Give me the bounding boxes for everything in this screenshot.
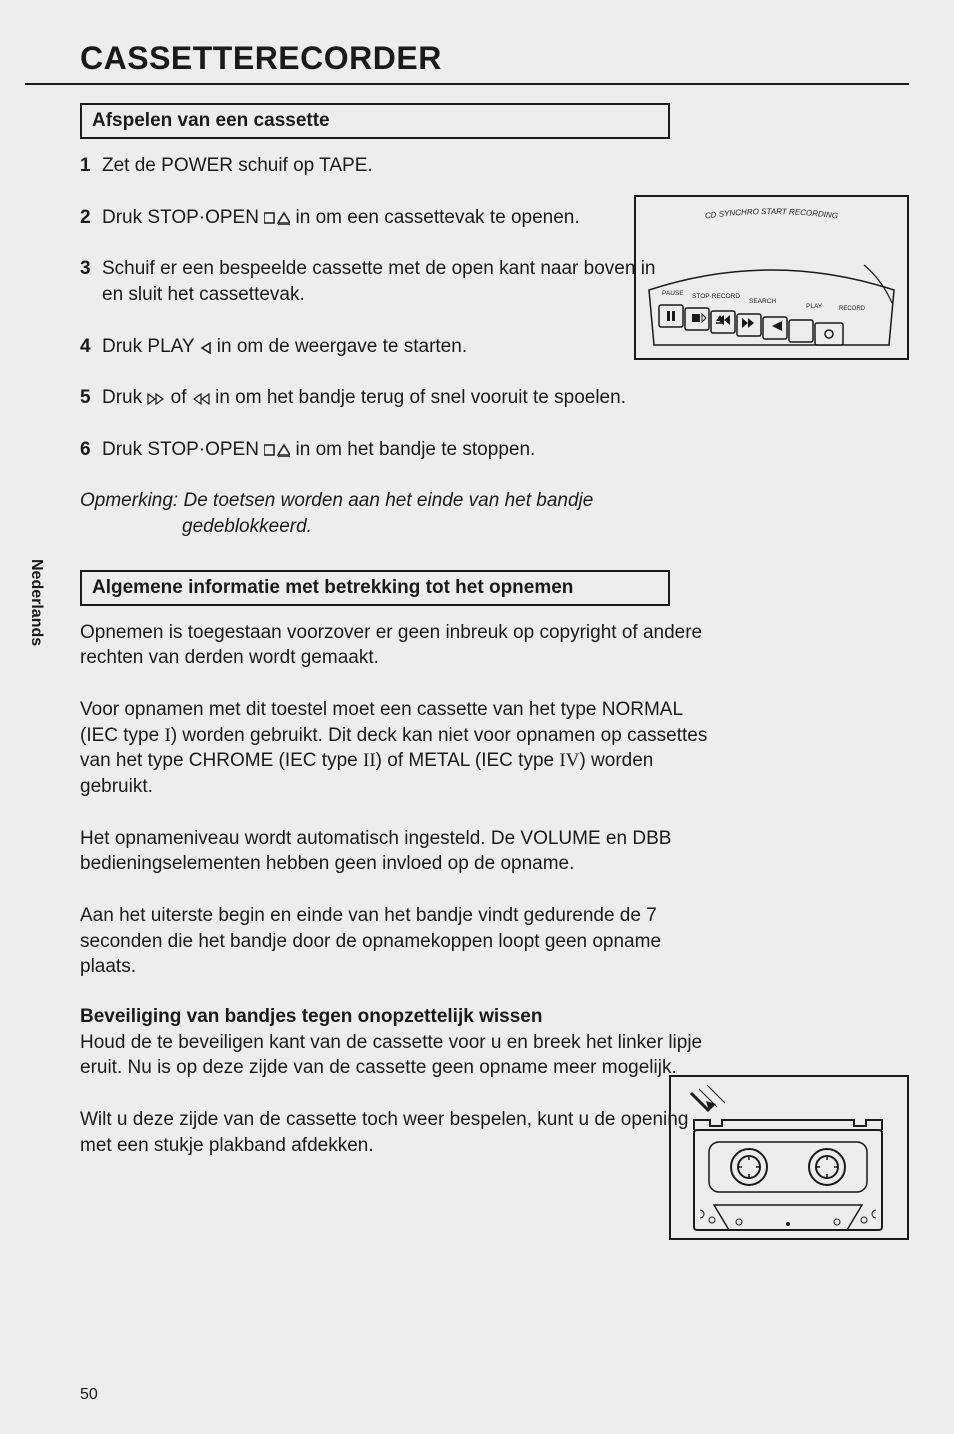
roman-2: II	[363, 750, 376, 771]
svg-text:RECORD: RECORD	[839, 306, 866, 312]
ffwd-icon	[147, 393, 165, 405]
text: ) of METAL (IEC type	[376, 750, 560, 771]
step-text: Druk PLAY in om de weergave te starten.	[102, 334, 467, 360]
text: Druk STOP·OPEN	[102, 439, 264, 460]
recording-p4: Aan het uiterste begin en einde van het …	[80, 903, 710, 980]
step-number: 5	[80, 385, 102, 411]
text: in om het bandje te stoppen.	[290, 439, 535, 460]
svg-text:SEARCH: SEARCH	[749, 298, 776, 305]
title-underline	[25, 83, 909, 85]
step-text: Druk STOP·OPEN in om het bandje te stopp…	[102, 437, 535, 463]
text: in om de weergave te starten.	[212, 336, 468, 357]
note-line2: gedeblokkeerd.	[182, 516, 312, 537]
recording-p3: Het opnameniveau wordt automatisch inges…	[80, 826, 710, 877]
stop-eject-icon	[264, 443, 290, 457]
stop-eject-icon	[264, 211, 290, 225]
page-number: 50	[80, 1386, 98, 1404]
recording-p2: Voor opnamen met dit toestel moet een ca…	[80, 697, 710, 800]
recording-p1: Opnemen is toegestaan voorzover er geen …	[80, 620, 710, 671]
step-5: 5 Druk of in om het bandje terug of snel…	[80, 385, 909, 411]
text: Druk	[102, 387, 147, 408]
svg-text:CD SYNCHRO START RECORDING: CD SYNCHRO START RECORDING	[704, 207, 838, 221]
protection-subhead: Beveiliging van bandjes tegen onopzettel…	[80, 1006, 909, 1028]
text: in om het bandje terug of snel vooruit t…	[210, 387, 626, 408]
text: of	[165, 387, 191, 408]
rewind-icon	[192, 393, 210, 405]
step-text: Zet de POWER schuif op TAPE.	[102, 153, 373, 179]
page-title: CASSETTERECORDER	[80, 40, 909, 83]
note-line1: Opmerking: De toetsen worden aan het ein…	[80, 490, 593, 511]
step-6: 6 Druk STOP·OPEN in om het bandje te sto…	[80, 437, 909, 463]
step-number: 2	[80, 205, 102, 231]
text: Druk PLAY	[102, 336, 200, 357]
text: in om een cassettevak te openen.	[290, 207, 579, 228]
svg-text:PAUSE: PAUSE	[662, 290, 684, 297]
protection-p2: Wilt u deze zijde van de cassette toch w…	[80, 1107, 710, 1158]
svg-text:STOP·RECORD: STOP·RECORD	[692, 293, 740, 300]
step-number: 4	[80, 334, 102, 360]
roman-4: IV	[559, 750, 579, 771]
step-number: 1	[80, 153, 102, 179]
cassette-deck-illustration: CD SYNCHRO START RECORDING PAUSE STOP·RE…	[634, 195, 909, 360]
step-text: Druk of in om het bandje terug of snel v…	[102, 385, 626, 411]
step-number: 6	[80, 437, 102, 463]
language-tab: Nederlands	[25, 555, 47, 650]
protection-p1: Houd de te beveiligen kant van de casset…	[80, 1030, 710, 1081]
section-header-playback: Afspelen van een cassette	[80, 103, 670, 139]
cassette-tape-illustration	[669, 1075, 909, 1240]
step-text: Druk STOP·OPEN in om een cassettevak te …	[102, 205, 580, 231]
text: Druk STOP·OPEN	[102, 207, 264, 228]
step-1: 1 Zet de POWER schuif op TAPE.	[80, 153, 909, 179]
play-left-icon	[200, 342, 212, 354]
playback-note: Opmerking: De toetsen worden aan het ein…	[80, 488, 909, 539]
section-header-recording: Algemene informatie met betrekking tot h…	[80, 570, 670, 606]
step-number: 3	[80, 256, 102, 307]
step-text: Schuif er een bespeelde cassette met de …	[102, 256, 657, 307]
svg-text:PLAY: PLAY	[806, 303, 823, 310]
